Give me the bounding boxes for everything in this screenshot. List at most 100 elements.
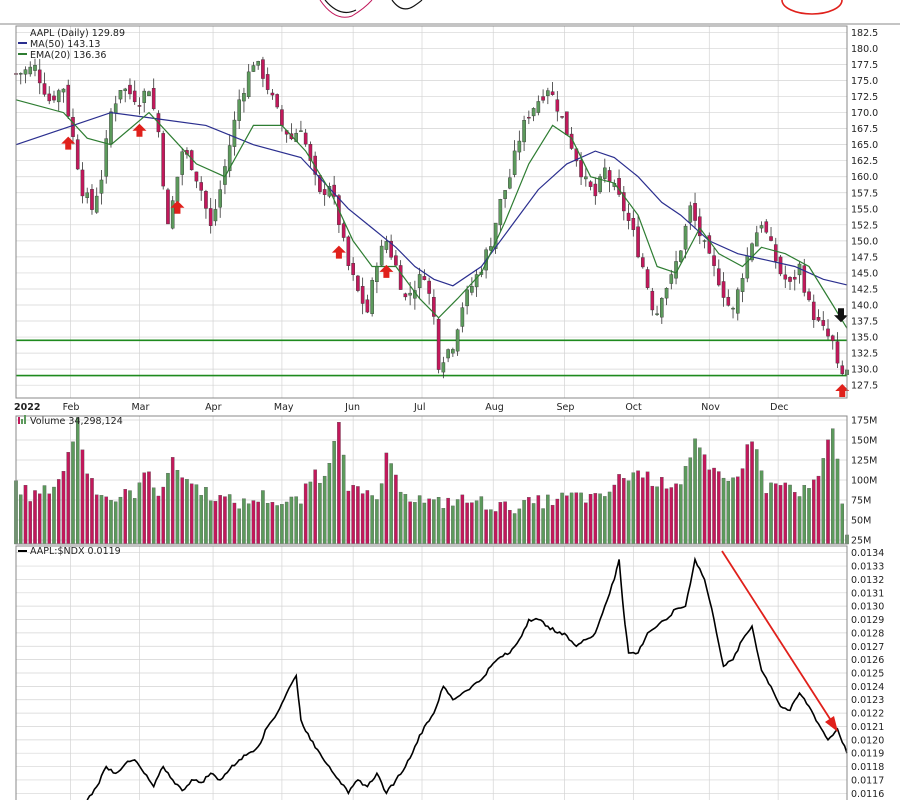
price-tick-label: 167.5 xyxy=(851,124,878,135)
candle-body xyxy=(622,192,626,212)
volume-bar xyxy=(736,476,740,545)
volume-bar xyxy=(812,479,816,545)
ema20-line xyxy=(15,99,848,329)
candle-body xyxy=(679,250,683,262)
volume-bar xyxy=(204,487,208,545)
candle-body xyxy=(204,191,208,209)
volume-bar xyxy=(223,496,227,545)
volume-bar xyxy=(498,502,503,545)
volume-bar xyxy=(189,483,194,545)
candle-body xyxy=(242,93,246,102)
candle-body xyxy=(617,178,621,195)
candle-body xyxy=(493,222,498,249)
candle-body xyxy=(664,287,669,299)
ratio-tick-label: 0.0118 xyxy=(851,762,884,773)
price-tick-label: 130.0 xyxy=(851,365,878,376)
volume-bar xyxy=(750,441,754,545)
candle-body xyxy=(840,365,845,375)
candle-body xyxy=(550,91,555,95)
price-tick-label: 182.5 xyxy=(851,28,878,39)
volume-bar xyxy=(56,479,61,545)
candle-body xyxy=(351,263,355,275)
volume-bar xyxy=(712,467,716,545)
volume-bar xyxy=(251,500,256,545)
candle-body xyxy=(584,176,588,180)
volume-bar xyxy=(436,497,441,545)
candle-body xyxy=(52,95,56,101)
volume-tick-label: 150M xyxy=(851,436,877,447)
volume-bar xyxy=(123,489,127,545)
volume-bar xyxy=(617,474,621,545)
volume-bar xyxy=(28,501,32,545)
ratio-tick-label: 0.0121 xyxy=(851,722,884,733)
indicator-curve xyxy=(324,0,357,13)
volume-bar xyxy=(109,500,113,545)
volume-bar xyxy=(318,482,322,545)
volume-bar xyxy=(113,501,118,545)
ratio-tick-label: 0.0123 xyxy=(851,695,884,706)
candle-body xyxy=(151,88,156,110)
volume-bar xyxy=(242,498,246,545)
volume-bar xyxy=(294,496,298,545)
candle-body xyxy=(792,276,797,280)
candle-body xyxy=(180,151,185,175)
volume-bar xyxy=(99,495,104,545)
ratio-tick-label: 0.0126 xyxy=(851,655,884,666)
candle-body xyxy=(166,189,170,225)
candle-body xyxy=(113,103,118,114)
candle-body xyxy=(830,335,835,341)
price-tick-label: 155.0 xyxy=(851,204,878,215)
volume-bar xyxy=(565,495,569,545)
candle-body xyxy=(645,269,650,288)
volume-bar xyxy=(840,503,845,545)
ratio-tick-label: 0.0130 xyxy=(851,602,884,613)
volume-bar xyxy=(584,502,588,545)
candle-body xyxy=(503,190,507,199)
candle-body xyxy=(731,307,735,310)
candle-body xyxy=(251,65,256,72)
ratio-tick-label: 0.0131 xyxy=(851,588,884,599)
volume-bar xyxy=(137,482,142,545)
candle-body xyxy=(451,349,455,354)
candle-body xyxy=(128,84,132,95)
volume-bar xyxy=(132,498,137,545)
candle-body xyxy=(636,226,640,258)
ratio-panel-border xyxy=(15,545,848,800)
ratio-tick-label: 0.0124 xyxy=(851,682,884,693)
volume-bar xyxy=(265,503,270,545)
volume-panel xyxy=(14,417,849,545)
ratio-tick-label: 0.0125 xyxy=(851,669,884,680)
candle-body xyxy=(650,290,655,311)
volume-bar xyxy=(683,466,688,545)
candle-body xyxy=(265,74,270,90)
volume-bar xyxy=(42,485,47,545)
volume-bar xyxy=(446,497,450,545)
up-arrow-marker xyxy=(379,264,394,278)
volume-bar xyxy=(508,509,512,545)
ratio-tick-label: 0.0128 xyxy=(851,628,884,639)
candle-body xyxy=(56,90,61,103)
ma50-line xyxy=(15,111,848,287)
month-label: Nov xyxy=(701,402,720,413)
volume-bar xyxy=(546,494,550,545)
volume-bar xyxy=(232,502,237,545)
volume-bar xyxy=(322,475,327,545)
volume-bar xyxy=(560,492,564,545)
candle-body xyxy=(403,293,408,298)
candle-body xyxy=(716,268,721,286)
volume-bar xyxy=(341,454,346,545)
candle-body xyxy=(579,160,583,178)
candle-body xyxy=(256,61,260,66)
candle-body xyxy=(237,99,241,121)
candle-body xyxy=(807,291,811,301)
highlight-circle xyxy=(781,0,843,15)
volume-bar xyxy=(156,495,161,545)
volume-bar xyxy=(194,484,199,545)
candle-body xyxy=(341,223,346,238)
volume-bar xyxy=(769,482,773,545)
ratio-tick-label: 0.0133 xyxy=(851,562,884,573)
volume-bar xyxy=(807,488,811,545)
candle-body xyxy=(294,132,298,142)
volume-bar xyxy=(18,494,23,545)
volume-bar xyxy=(384,452,389,545)
